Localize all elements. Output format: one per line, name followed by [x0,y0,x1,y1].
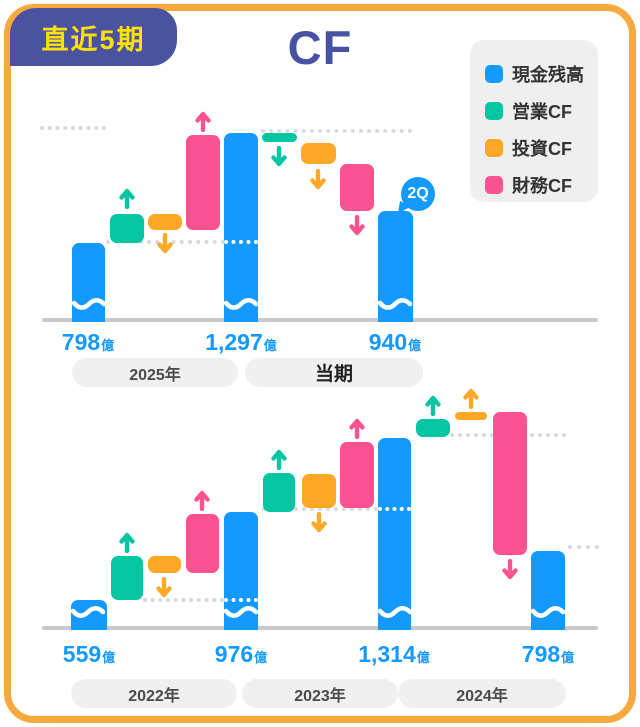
recent-periods-badge-label: 直近5期 [41,24,146,55]
period-pill: 2024年 [398,679,566,708]
period-pill: 2025年 [72,358,238,387]
investing-swatch-icon [485,138,503,157]
legend-item-label: 現金残高 [512,64,584,85]
legend: 現金残高 営業CF 投資CF 財務CF [470,40,598,202]
total-label: 798億 [521,641,575,667]
period-pill: 2023年 [242,679,398,708]
legend-item-operating: 営業CF [485,92,598,129]
legend-item-investing: 投資CF [485,129,598,166]
legend-item-label: 財務CF [512,175,572,196]
total-label: 798億 [61,329,115,355]
total-label: 940億 [368,329,422,355]
total-label: 1,297億 [205,329,277,355]
period-pill: 2022年 [71,679,237,708]
operating-swatch-icon [485,101,503,120]
page-title: CF [287,21,353,74]
legend-item-cash: 現金残高 [485,55,598,92]
legend-item-label: 営業CF [512,101,572,122]
total-label: 559億 [62,641,116,667]
quarter-badge: 2Q [401,177,435,211]
cash-swatch-icon [485,64,503,83]
period-pill-current: 当期 [245,358,423,387]
financing-swatch-icon [485,175,503,194]
legend-item-financing: 財務CF [485,166,598,203]
recent-periods-badge: 直近5期 [10,8,177,66]
total-label: 1,314億 [358,641,430,667]
total-label: 976億 [214,641,268,667]
legend-item-label: 投資CF [512,138,572,159]
